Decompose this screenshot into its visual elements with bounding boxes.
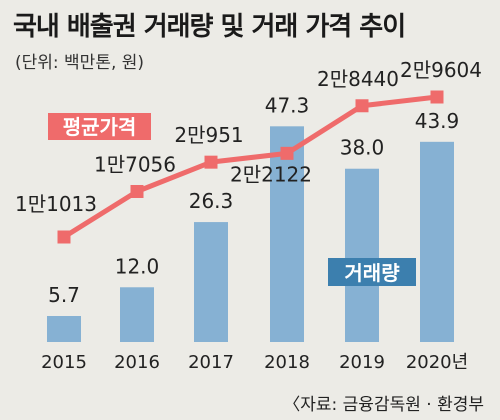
bar-value-label: 5.7	[48, 283, 80, 307]
price-value-label: 1만1013	[15, 192, 97, 216]
x-tick-label: 2019	[339, 352, 385, 373]
bar-2018	[270, 126, 304, 342]
x-tick-label: 2017	[188, 352, 234, 373]
line-series-tag	[48, 113, 151, 140]
bar-series-tag	[328, 258, 416, 286]
price-line-group	[57, 90, 444, 244]
bar-value-label: 43.9	[415, 109, 460, 133]
x-tick-label: 2015	[41, 352, 87, 373]
x-tick-label: 2020년	[406, 352, 468, 373]
line-series-tag-label: 평균가격	[63, 115, 137, 139]
price-point-2015	[57, 230, 71, 244]
x-tick-label: 2018	[264, 352, 310, 373]
price-point-2016	[130, 184, 144, 198]
price-point-2018	[280, 146, 294, 160]
bar-series-tag-label: 거래량	[344, 261, 400, 285]
price-point-2019	[355, 99, 369, 113]
x-tick-label: 2016	[114, 352, 160, 373]
price-line	[62, 94, 438, 240]
bar-2016	[120, 287, 154, 342]
price-value-label: 1만7056	[94, 152, 176, 176]
x-ticks-group: 2015 2016 2017 2018 2019 2020년	[41, 352, 468, 373]
price-value-label: 2만9604	[400, 58, 482, 82]
price-value-label: 2만2122	[230, 162, 312, 186]
bar-2017	[194, 222, 228, 342]
labels-group: 5.7 12.0 26.3 47.3 38.0 43.9 1만1013 1만7056 2만951…	[15, 58, 482, 307]
bar-value-label: 26.3	[189, 189, 234, 213]
chart-title: 국내 배출권 거래량 및 거래 가격 추이	[13, 12, 406, 42]
bar-2019	[345, 168, 379, 342]
price-point-2017	[204, 155, 218, 169]
bars-group	[47, 126, 454, 342]
bar-value-label: 12.0	[115, 254, 160, 278]
price-point-2020년	[430, 90, 444, 104]
bar-2020년	[420, 141, 454, 342]
bar-value-label: 38.0	[340, 136, 385, 160]
bar-value-label: 47.3	[265, 93, 310, 117]
unit-label: (단위: 백만톤, 원)	[15, 53, 145, 73]
price-value-label: 2만8440	[317, 67, 399, 91]
bar-2015	[47, 316, 81, 342]
price-value-label: 2만951	[174, 123, 243, 147]
source-note: 〈자료: 금융감독원 · 환경부	[283, 395, 484, 415]
